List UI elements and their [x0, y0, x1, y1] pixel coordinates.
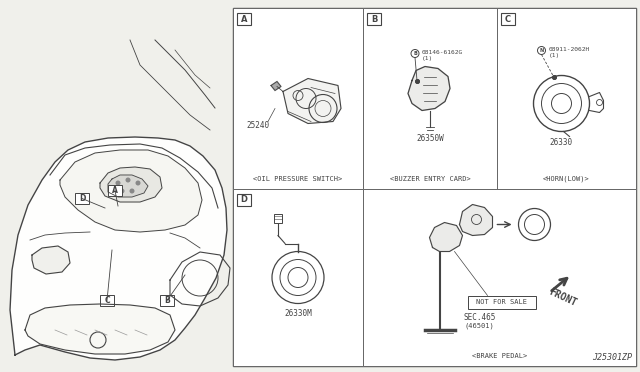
Circle shape [120, 189, 125, 193]
Text: SEC.465: SEC.465 [463, 313, 496, 322]
Text: D: D [241, 196, 248, 205]
Text: B: B [371, 15, 377, 23]
Bar [100, 295, 114, 306]
Bar [233, 8, 636, 366]
Circle shape [115, 180, 120, 186]
Polygon shape [429, 222, 463, 251]
Polygon shape [460, 205, 493, 235]
Bar [363, 189, 636, 366]
Text: 26330: 26330 [550, 138, 573, 147]
Text: 08146-6162G: 08146-6162G [422, 50, 463, 55]
Circle shape [136, 180, 141, 186]
Text: A: A [241, 15, 247, 23]
Polygon shape [25, 304, 175, 354]
Text: <HORN(LOW)>: <HORN(LOW)> [543, 176, 590, 182]
Text: A: A [112, 186, 118, 195]
Polygon shape [283, 78, 341, 124]
Text: NOT FOR SALE: NOT FOR SALE [476, 299, 527, 305]
Polygon shape [10, 137, 227, 360]
Text: 26350W: 26350W [416, 134, 444, 143]
Bar [467, 295, 536, 308]
Text: FRONT: FRONT [547, 287, 579, 308]
Bar [501, 13, 515, 25]
Bar [108, 185, 122, 196]
Bar [367, 13, 381, 25]
Circle shape [125, 177, 131, 183]
Text: C: C [505, 15, 511, 23]
Text: <BUZZER ENTRY CARD>: <BUZZER ENTRY CARD> [390, 176, 470, 182]
Text: (1): (1) [548, 53, 560, 58]
Text: B: B [164, 296, 170, 305]
Bar [237, 194, 251, 206]
Bar [497, 8, 636, 189]
Bar [237, 13, 251, 25]
Bar [233, 8, 363, 189]
Circle shape [129, 189, 134, 193]
Polygon shape [32, 246, 70, 274]
Text: <OIL PRESSURE SWITCH>: <OIL PRESSURE SWITCH> [253, 176, 342, 182]
Polygon shape [108, 175, 148, 197]
Polygon shape [408, 67, 450, 110]
Text: (1): (1) [422, 56, 433, 61]
Bar [233, 189, 363, 366]
Text: N: N [540, 48, 543, 53]
Text: J25301ZP: J25301ZP [592, 353, 632, 362]
Text: B: B [413, 51, 417, 56]
Text: D: D [79, 194, 85, 203]
Text: 08911-2062H: 08911-2062H [548, 47, 589, 52]
Bar [75, 193, 89, 204]
Polygon shape [271, 81, 281, 90]
Text: 26330M: 26330M [284, 309, 312, 318]
Bar [363, 8, 497, 189]
Polygon shape [100, 167, 162, 202]
Text: C: C [104, 296, 110, 305]
Bar [160, 295, 174, 306]
Text: 25240: 25240 [246, 121, 269, 130]
Text: (46501): (46501) [465, 322, 494, 329]
Polygon shape [60, 150, 202, 232]
Text: <BRAKE PEDAL>: <BRAKE PEDAL> [472, 353, 527, 359]
Bar [274, 214, 282, 222]
